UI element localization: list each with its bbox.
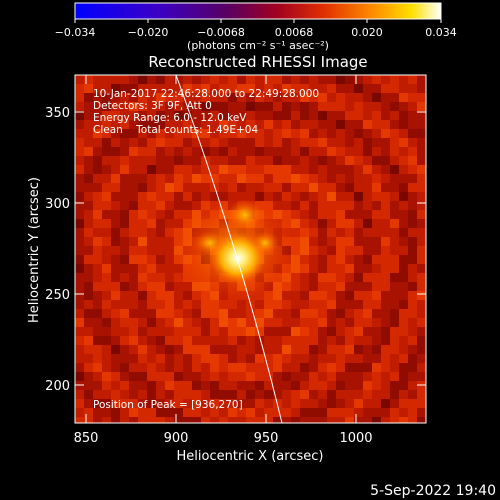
colorbar-tick-label: −0.034 xyxy=(55,26,96,39)
colorbar xyxy=(74,2,442,20)
peak-position: Position of Peak = [936,270] xyxy=(93,399,243,411)
colorbar-tick-label: 0.020 xyxy=(351,26,383,39)
y-tick-label: 250 xyxy=(45,288,70,303)
energy-range: Energy Range: 6.0 - 12.0 keV xyxy=(93,112,247,124)
y-tick-label: 200 xyxy=(45,379,70,394)
y-tick-label: 350 xyxy=(45,106,70,121)
clean-total-counts: Clean Total counts: 1.49E+04 xyxy=(93,124,258,136)
flare-peak xyxy=(210,232,266,284)
x-tick-label: 850 xyxy=(74,431,99,446)
x-axis-ticks xyxy=(85,75,357,423)
colorbar-ticks xyxy=(74,19,442,23)
x-tick-label: 950 xyxy=(254,431,279,446)
y-axis-ticks xyxy=(75,111,426,386)
solar-limb xyxy=(175,75,283,423)
colorbar-units: (photons cm⁻² s⁻¹ asec⁻²) xyxy=(187,39,329,52)
plot-frame xyxy=(74,74,427,424)
y-tick-label: 300 xyxy=(45,197,70,212)
flare-image xyxy=(75,75,426,423)
y-axis-label: Heliocentric Y (arcsec) xyxy=(27,177,42,323)
x-tick-label: 1000 xyxy=(339,431,372,446)
footer-timestamp: 5-Sep-2022 19:40 xyxy=(370,483,496,499)
colorbar-tick-label: 0.034 xyxy=(425,26,457,39)
colorbar-tick-label: −0.0068 xyxy=(197,26,245,39)
colorbar-tick-label: 0.0068 xyxy=(275,26,314,39)
flare-source-north xyxy=(227,199,263,231)
plot-title: Reconstructed RHESSI Image xyxy=(148,53,367,71)
x-tick-label: 900 xyxy=(164,431,189,446)
observation-time: 10-Jan-2017 22:46:28.000 to 22:49:28.000 xyxy=(93,88,319,100)
detectors-info: Detectors: 3F 9F, Att 0 xyxy=(93,100,212,112)
colorbar-tick-label: −0.020 xyxy=(128,26,169,39)
clean-artifact-pattern xyxy=(75,75,426,423)
x-axis-label: Heliocentric X (arcsec) xyxy=(177,449,324,464)
